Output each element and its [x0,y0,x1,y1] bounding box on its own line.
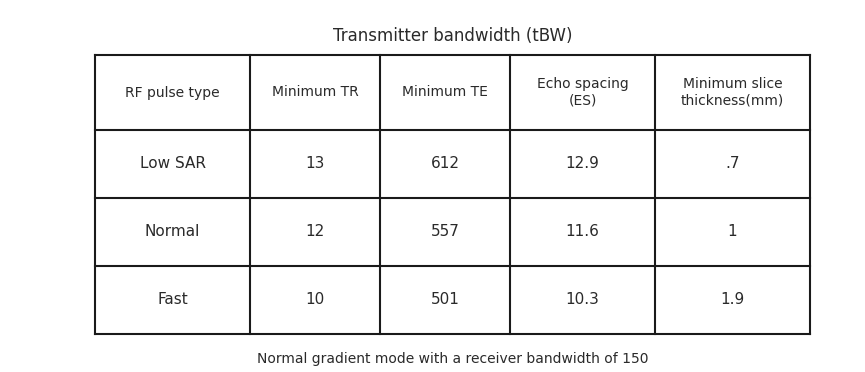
Text: Low SAR: Low SAR [139,157,206,171]
Text: RF pulse type: RF pulse type [125,86,220,99]
Text: Minimum TR: Minimum TR [272,86,358,99]
Text: 10.3: 10.3 [566,292,599,308]
Text: Transmitter bandwidth (tBW): Transmitter bandwidth (tBW) [333,27,573,45]
Text: 12.9: 12.9 [566,157,599,171]
Text: .7: .7 [725,157,740,171]
Text: 11.6: 11.6 [566,224,599,240]
Text: Minimum TE: Minimum TE [402,86,488,99]
Text: 1.9: 1.9 [721,292,745,308]
Text: 1: 1 [727,224,737,240]
Text: 10: 10 [305,292,324,308]
Text: Minimum slice
thickness(mm): Minimum slice thickness(mm) [681,77,785,108]
Text: Echo spacing
(ES): Echo spacing (ES) [536,77,628,108]
Text: Normal: Normal [144,224,200,240]
Text: 557: 557 [431,224,459,240]
Text: Normal gradient mode with a receiver bandwidth of 150: Normal gradient mode with a receiver ban… [257,352,648,366]
Text: 12: 12 [305,224,324,240]
Text: 612: 612 [431,157,459,171]
Text: Fast: Fast [157,292,188,308]
Text: 13: 13 [305,157,324,171]
Text: 501: 501 [431,292,459,308]
